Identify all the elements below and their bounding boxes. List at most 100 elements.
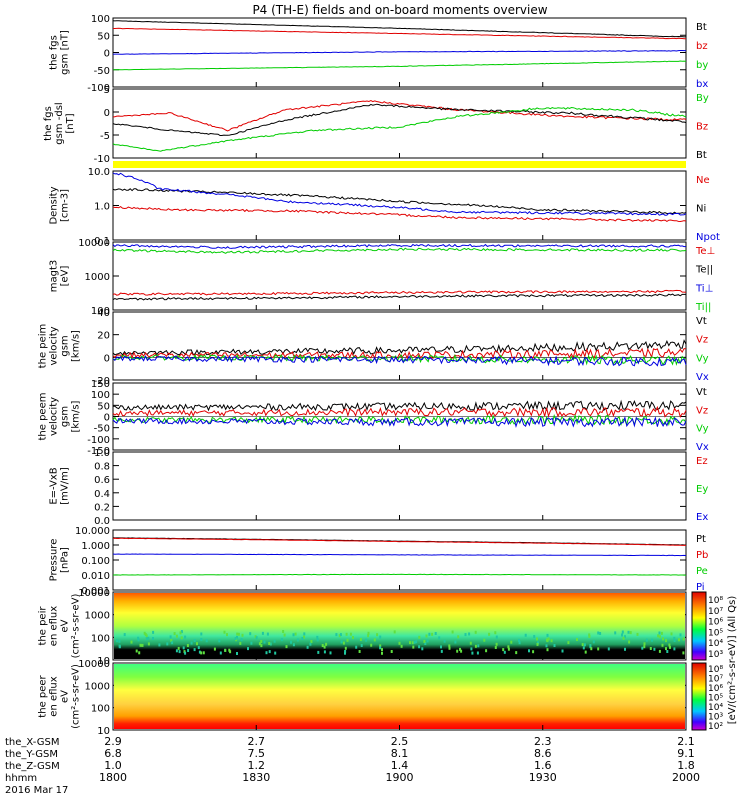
legend-bt-label: Bt xyxy=(696,150,707,161)
peir-spectrogram-speckle xyxy=(536,637,538,641)
peir-spectrogram-speckle xyxy=(263,640,266,644)
peir-spectrogram-speckle xyxy=(440,645,442,649)
legend-te||-label: Te|| xyxy=(695,265,713,276)
peir-spectrogram-speckle xyxy=(673,647,676,651)
colorbar-label: [eV/(cm²-s-sr-eV)] (All Qs) xyxy=(727,596,738,725)
colorbar-peir-tick: 10⁶ xyxy=(708,618,723,628)
peir-spectrogram-speckle xyxy=(358,650,361,653)
peir-spectrogram-speckle xyxy=(180,636,183,640)
peir-spectrogram-speckle xyxy=(123,633,126,637)
peir-spectrogram-speckle xyxy=(265,651,268,655)
xaxis-row-value: 1.0 xyxy=(104,759,122,772)
peir-spectrogram-speckle xyxy=(678,638,680,642)
peir-spectrogram-speckle xyxy=(213,647,216,651)
panel-1-ylabel: gsm -dsl xyxy=(54,102,65,144)
peir-spectrogram-speckle xyxy=(400,644,403,648)
peir-spectrogram-speckle xyxy=(147,636,150,640)
peir-spectrogram-speckle xyxy=(464,633,467,637)
xaxis-row-value: 1830 xyxy=(242,771,270,784)
peir-spectrogram-speckle xyxy=(349,632,352,636)
legend-pt-label: Pt xyxy=(696,534,706,545)
legend-ti⊥-label: Ti⊥ xyxy=(695,283,713,294)
peir-spectrogram-speckle xyxy=(628,640,631,644)
peir-spectrogram-speckle xyxy=(116,639,119,643)
peir-spectrogram-speckle xyxy=(352,636,354,640)
legend-vt-label: Vt xyxy=(696,316,707,327)
panel-8-ytick-label: 1000 xyxy=(85,611,110,622)
panel-0-ytick-label: 0 xyxy=(104,49,110,60)
peir-spectrogram-speckle xyxy=(306,645,309,649)
peir-spectrogram-speckle xyxy=(561,649,564,653)
colorbar-peer-tick: 10⁷ xyxy=(708,675,723,685)
peir-spectrogram-speckle xyxy=(597,631,600,635)
peir-spectrogram-speckle xyxy=(658,635,661,639)
xaxis-row-value: 1.2 xyxy=(248,759,266,772)
legend-bz-label: Bz xyxy=(696,122,708,133)
peir-spectrogram-speckle xyxy=(258,642,261,646)
xaxis-row-label: the_Z-GSM xyxy=(5,761,60,772)
legend-ni-label: Ni xyxy=(696,204,706,215)
peir-spectrogram-speckle xyxy=(682,637,685,641)
peir-spectrogram-speckle xyxy=(547,637,550,641)
peir-spectrogram-speckle xyxy=(274,651,277,655)
peir-spectrogram-speckle xyxy=(592,640,595,644)
peir-spectrogram-speckle xyxy=(173,632,176,636)
peir-spectrogram-speckle xyxy=(198,650,201,654)
peir-spectrogram-speckle xyxy=(292,643,295,647)
peir-spectrogram-speckle xyxy=(421,647,424,651)
xaxis-row-value: 7.5 xyxy=(248,747,266,760)
peir-spectrogram-speckle xyxy=(622,636,625,640)
peir-spectrogram-speckle xyxy=(273,639,276,643)
peir-spectrogram-speckle xyxy=(469,641,472,645)
peir-spectrogram-speckle xyxy=(599,632,602,635)
xaxis-row-value: 1.4 xyxy=(391,759,409,772)
panel-1-ylabel: [nT] xyxy=(65,113,76,133)
peir-spectrogram-speckle xyxy=(294,632,297,636)
peir-spectrogram-speckle xyxy=(381,648,383,652)
panel-6-ytick-label: 1.0 xyxy=(94,448,110,459)
legend-by-label: By xyxy=(696,93,709,104)
colorbar-peir-tick: 10³ xyxy=(708,650,723,660)
series-vz-line xyxy=(112,405,687,419)
panel-6-ytick-label: 0.4 xyxy=(94,489,110,500)
legend-ne-label: Ne xyxy=(696,175,710,186)
peir-spectrogram-speckle xyxy=(367,634,370,638)
peir-spectrogram-speckle xyxy=(438,636,441,640)
peir-spectrogram-speckle xyxy=(137,636,140,640)
peir-spectrogram-speckle xyxy=(321,644,324,647)
peir-spectrogram-speckle xyxy=(533,635,536,639)
peir-spectrogram-speckle xyxy=(660,631,663,635)
series-pi-line xyxy=(112,553,687,557)
panel-9-ytick-label: 10000 xyxy=(78,659,110,670)
panel-1-frame xyxy=(112,88,687,159)
peir-spectrogram-speckle xyxy=(494,646,497,649)
xaxis-row-value: 2.5 xyxy=(391,735,409,748)
panel-3-ytick-label: 10000 xyxy=(78,238,110,249)
peir-spectrogram-speckle xyxy=(448,644,451,648)
peir-spectrogram-speckle xyxy=(310,640,313,643)
peir-spectrogram-speckle xyxy=(669,645,671,649)
peir-spectrogram-speckle xyxy=(344,646,347,650)
peir-spectrogram-speckle xyxy=(193,639,196,642)
xaxis-row-value: 8.1 xyxy=(391,747,409,760)
series-vx-line xyxy=(112,355,687,367)
peir-spectrogram-speckle xyxy=(418,645,421,649)
xaxis-row-value: 8.6 xyxy=(534,747,552,760)
peir-spectrogram-speckle xyxy=(367,631,370,635)
peir-spectrogram-speckle xyxy=(597,647,600,651)
peir-spectrogram-speckle xyxy=(158,643,161,647)
panel-9-ytick-label: 10 xyxy=(97,726,110,737)
legend-bz-label: bz xyxy=(696,41,708,52)
peir-spectrogram-speckle xyxy=(483,638,486,642)
peir-spectrogram-speckle xyxy=(673,636,676,640)
peir-spectrogram-speckle xyxy=(507,647,510,651)
peir-spectrogram-speckle xyxy=(342,641,345,645)
panel-5-ytick-label: 100 xyxy=(91,390,110,401)
peir-spectrogram-speckle xyxy=(412,645,415,649)
peir-spectrogram-speckle xyxy=(624,635,626,639)
peir-spectrogram-speckle xyxy=(643,642,646,646)
legend-vz-label: Vz xyxy=(696,335,708,346)
peir-spectrogram-speckle xyxy=(118,639,121,643)
colorbar-peer xyxy=(691,662,707,731)
